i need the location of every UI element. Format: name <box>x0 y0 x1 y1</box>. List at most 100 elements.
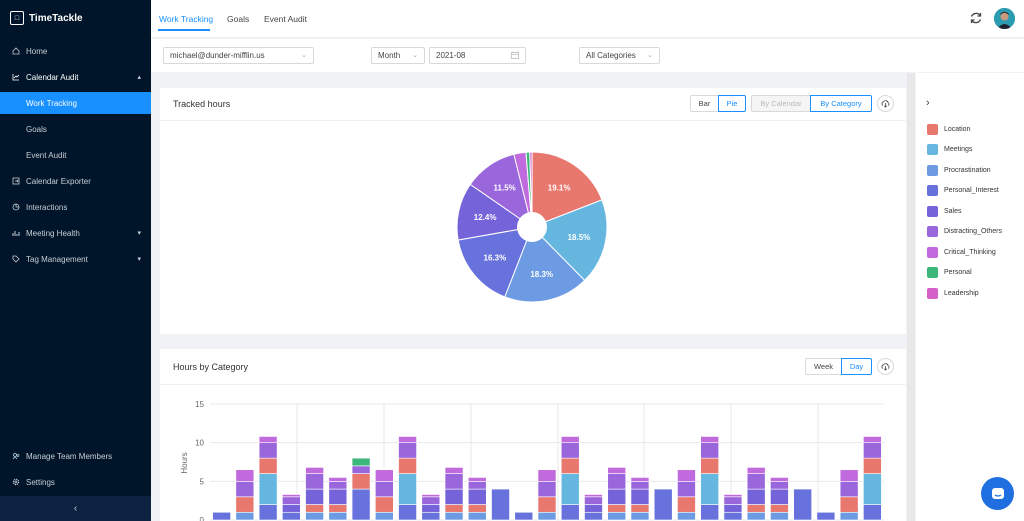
bar-segment[interactable] <box>398 436 417 443</box>
bar-segment[interactable] <box>746 504 766 513</box>
bar-segment[interactable] <box>863 473 882 505</box>
bar-segment[interactable] <box>723 496 743 505</box>
bar-segment[interactable] <box>421 504 441 513</box>
bar-segment[interactable] <box>351 457 371 467</box>
bar-segment[interactable] <box>537 511 557 521</box>
tab-event-audit[interactable]: Event Audit <box>264 14 308 24</box>
by-category-button[interactable]: By Category <box>810 95 872 112</box>
bar-segment[interactable] <box>375 469 394 482</box>
bar-segment[interactable] <box>584 504 603 513</box>
legend-item[interactable]: Critical_Thinking <box>927 246 996 258</box>
sidebar-item-home[interactable]: Home <box>0 40 151 62</box>
bar-segment[interactable] <box>839 496 859 513</box>
sidebar-item-calendar-audit[interactable]: Calendar Audit ▴ <box>0 66 151 88</box>
chat-support-button[interactable] <box>981 477 1014 510</box>
day-button[interactable]: Day <box>841 358 872 375</box>
bar-segment[interactable] <box>467 504 487 513</box>
user-select[interactable]: michael@dunder-mifflin.us ⌄ <box>163 47 314 64</box>
bar-segment[interactable] <box>375 511 394 521</box>
download-button[interactable] <box>877 95 894 112</box>
app-logo[interactable]: □ TimeTackle <box>0 0 151 36</box>
bar-segment[interactable] <box>351 465 371 474</box>
bar-segment[interactable] <box>816 511 836 521</box>
bar-segment[interactable] <box>746 467 766 474</box>
bar-segment[interactable] <box>328 511 348 521</box>
bar-segment[interactable] <box>839 469 859 482</box>
bar-segment[interactable] <box>235 469 255 482</box>
bar-segment[interactable] <box>305 504 324 513</box>
bar-segment[interactable] <box>793 488 812 521</box>
bar-segment[interactable] <box>444 467 464 474</box>
sidebar-item-calendar-exporter[interactable]: Calendar Exporter <box>0 170 151 192</box>
bar-segment[interactable] <box>770 481 789 490</box>
bar-segment[interactable] <box>328 488 348 505</box>
bar-segment[interactable] <box>723 504 743 513</box>
bar-segment[interactable] <box>746 488 766 505</box>
bar-chart-button[interactable]: Bar <box>690 95 719 112</box>
sidebar-item-work-tracking[interactable]: Work Tracking <box>0 92 151 114</box>
bar-segment[interactable] <box>607 511 627 521</box>
sidebar-collapse-button[interactable]: ‹ <box>0 496 151 521</box>
sidebar-item-goals[interactable]: Goals <box>0 118 151 140</box>
pie-chart-button[interactable]: Pie <box>718 95 746 112</box>
bar-segment[interactable] <box>282 504 301 513</box>
bar-segment[interactable] <box>375 496 394 513</box>
pie-slice[interactable] <box>456 183 534 241</box>
bar-segment[interactable] <box>282 511 301 521</box>
bar-segment[interactable] <box>560 436 580 443</box>
bar-segment[interactable] <box>863 504 882 521</box>
bar-segment[interactable] <box>700 457 719 474</box>
bar-segment[interactable] <box>584 511 603 521</box>
bar-segment[interactable] <box>700 504 719 521</box>
legend-toggle-icon[interactable]: › <box>926 97 930 109</box>
pie-slice[interactable] <box>531 199 608 282</box>
by-calendar-button[interactable]: By Calendar <box>751 95 811 112</box>
bar-segment[interactable] <box>770 511 789 521</box>
bar-segment[interactable] <box>653 488 673 521</box>
bar-segment[interactable] <box>630 504 650 513</box>
bar-segment[interactable] <box>560 504 580 521</box>
bar-segment[interactable] <box>258 473 278 505</box>
refresh-icon[interactable] <box>969 11 983 25</box>
bar-segment[interactable] <box>351 488 371 521</box>
period-select[interactable]: Month ⌄ <box>371 47 425 64</box>
bar-segment[interactable] <box>444 504 464 513</box>
bar-segment[interactable] <box>560 442 580 459</box>
bar-segment[interactable] <box>723 511 743 521</box>
bar-segment[interactable] <box>607 473 627 490</box>
bar-segment[interactable] <box>584 496 603 505</box>
download-button[interactable] <box>877 358 894 375</box>
bar-segment[interactable] <box>305 467 324 474</box>
bar-segment[interactable] <box>863 436 882 443</box>
legend-item[interactable]: Personal <box>927 267 972 279</box>
bar-segment[interactable] <box>839 481 859 498</box>
bar-segment[interactable] <box>584 494 603 498</box>
bar-segment[interactable] <box>700 436 719 443</box>
sidebar-item-manage-team[interactable]: Manage Team Members <box>0 445 151 467</box>
bar-segment[interactable] <box>258 436 278 443</box>
bar-segment[interactable] <box>444 511 464 521</box>
pie-slice[interactable] <box>529 151 533 228</box>
legend-item[interactable]: Leadership <box>927 287 979 299</box>
bar-segment[interactable] <box>305 511 324 521</box>
bar-segment[interactable] <box>212 511 231 521</box>
bar-segment[interactable] <box>630 488 650 505</box>
bar-segment[interactable] <box>398 473 417 505</box>
sidebar-item-meeting-health[interactable]: Meeting Health ▾ <box>0 222 151 244</box>
legend-item[interactable]: Meetings <box>927 144 972 156</box>
bar-segment[interactable] <box>677 496 696 513</box>
bar-segment[interactable] <box>863 457 882 474</box>
bar-segment[interactable] <box>677 481 696 498</box>
bar-segment[interactable] <box>537 496 557 513</box>
bar-segment[interactable] <box>630 511 650 521</box>
pie-slice[interactable] <box>457 226 533 298</box>
bar-segment[interactable] <box>398 504 417 521</box>
bar-segment[interactable] <box>305 488 324 505</box>
bar-segment[interactable] <box>235 496 255 513</box>
bar-segment[interactable] <box>328 477 348 482</box>
bar-segment[interactable] <box>398 457 417 474</box>
bar-segment[interactable] <box>235 511 255 521</box>
bar-segment[interactable] <box>467 511 487 521</box>
bar-segment[interactable] <box>375 481 394 498</box>
bar-segment[interactable] <box>258 457 278 474</box>
